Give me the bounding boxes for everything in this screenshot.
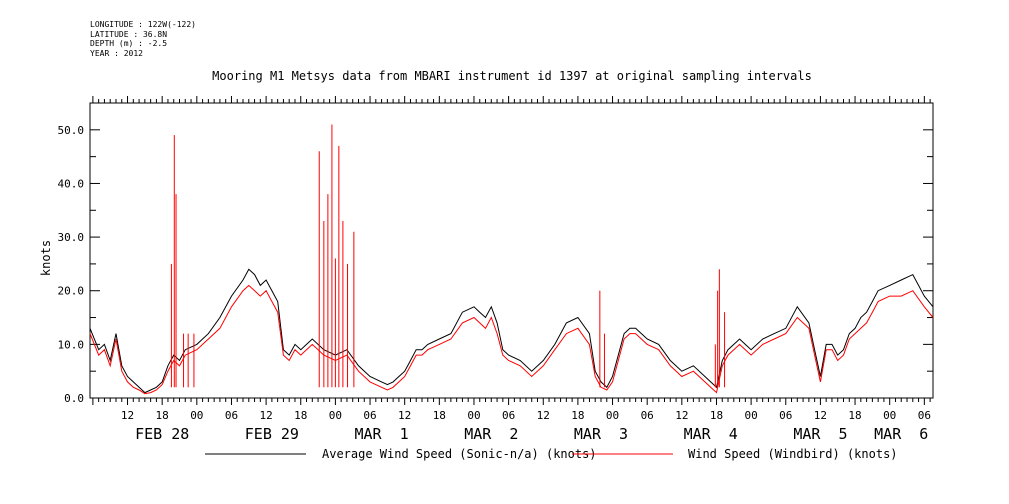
x-tick-label: 18 <box>710 409 723 422</box>
metadata-block: LONGITUDE : 122W(-122) LATITUDE : 36.8N … <box>90 20 196 58</box>
x-tick-label: 18 <box>294 409 307 422</box>
y-tick-label: 20.0 <box>58 285 85 298</box>
date-label: FEB 29 <box>245 425 299 443</box>
x-tick-label: 06 <box>502 409 515 422</box>
x-tick-label: 06 <box>918 409 931 422</box>
date-label: MAR 5 <box>793 425 847 443</box>
date-label: MAR 2 <box>464 425 518 443</box>
x-tick-label: 00 <box>606 409 619 422</box>
x-tick-label: 18 <box>433 409 446 422</box>
x-tick-label: 18 <box>156 409 169 422</box>
y-tick-label: 0.0 <box>64 392 84 405</box>
x-tick-label: 06 <box>779 409 792 422</box>
plot-area <box>89 124 934 395</box>
y-tick-label: 50.0 <box>58 124 85 137</box>
chart-title: Mooring M1 Metsys data from MBARI instru… <box>212 69 812 83</box>
meta-longitude: LONGITUDE : 122W(-122) <box>90 20 196 29</box>
date-label: MAR 4 <box>684 425 738 443</box>
x-tick-label: 12 <box>398 409 411 422</box>
plot-frame <box>89 102 934 399</box>
meta-depth: DEPTH (m) : -2.5 <box>90 39 168 48</box>
date-labels: FEB 28 FEB 29 MAR 1 MAR 2 MAR 3 MAR 4 MAR 5 MAR… <box>135 425 928 443</box>
legend: Average Wind Speed (Sonic-n/a) (knots) W… <box>205 447 898 461</box>
date-label: FEB 28 <box>135 425 189 443</box>
y-tick-label: 40.0 <box>58 177 85 190</box>
meta-year: YEAR : 2012 <box>90 48 143 58</box>
y-tick-label: 10.0 <box>58 338 85 351</box>
legend-label-average-wind: Average Wind Speed (Sonic-n/a) (knots) <box>322 447 597 461</box>
x-tick-label: 00 <box>883 409 896 422</box>
y-tick-label: 30.0 <box>58 231 85 244</box>
x-tick-label: 00 <box>329 409 342 422</box>
date-label: MAR 1 <box>354 425 408 443</box>
y-axis-label: knots <box>39 240 53 276</box>
x-tick-label: 12 <box>814 409 827 422</box>
y-tick-labels: 0.0 10.0 20.0 30.0 40.0 50.0 <box>58 124 85 405</box>
axis-ticks <box>90 96 933 405</box>
x-tick-label: 06 <box>363 409 376 422</box>
x-tick-label: 18 <box>848 409 861 422</box>
x-tick-label: 00 <box>744 409 757 422</box>
series-line-windbird <box>89 284 934 395</box>
x-tick-label: 12 <box>121 409 134 422</box>
x-tick-label: 06 <box>641 409 654 422</box>
x-tick-label: 12 <box>259 409 272 422</box>
date-label: MAR 3 <box>574 425 628 443</box>
meta-latitude: LATITUDE : 36.8N <box>90 29 168 39</box>
x-tick-labels: 12 18 00 06 12 18 00 06 12 18 00 06 12 18 00 06 12 18 00 06… <box>121 409 931 422</box>
x-tick-label: 18 <box>571 409 584 422</box>
x-tick-label: 00 <box>467 409 480 422</box>
date-label: MAR 6 <box>874 425 928 443</box>
x-tick-label: 06 <box>225 409 238 422</box>
x-tick-label: 12 <box>675 409 688 422</box>
x-tick-label: 12 <box>537 409 550 422</box>
series-line-average-wind <box>89 268 934 394</box>
x-tick-label: 00 <box>190 409 203 422</box>
plot-border <box>89 102 934 399</box>
legend-label-windbird: Wind Speed (Windbird) (knots) <box>688 447 898 461</box>
